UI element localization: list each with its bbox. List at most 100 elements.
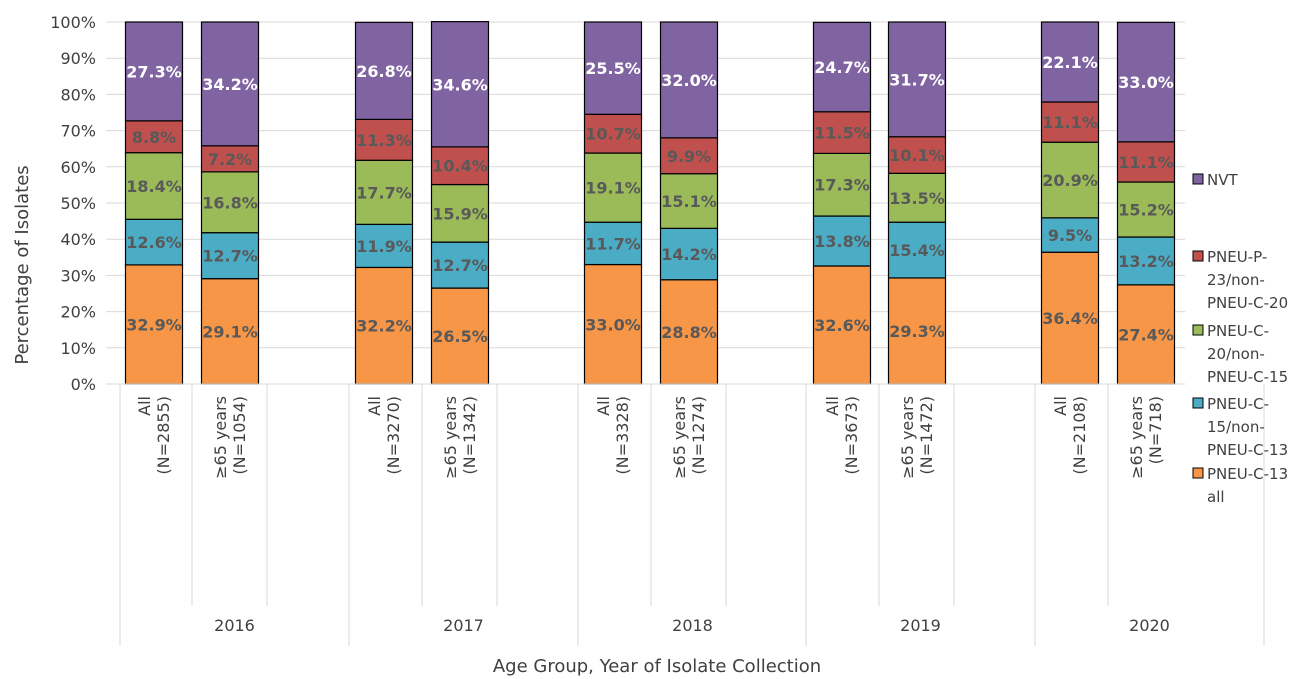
bar-segment: [812, 21, 872, 113]
bar-segment: [659, 279, 719, 385]
bar-segment: [200, 278, 260, 385]
data-label: 29.1%: [202, 322, 258, 341]
bar-segment: [200, 145, 260, 173]
bar-segment: [1116, 284, 1176, 385]
data-label: 32.6%: [814, 316, 870, 335]
y-tick-label: 0%: [71, 375, 96, 394]
data-label: 7.2%: [208, 150, 252, 169]
legend-label: 15/non-: [1207, 418, 1265, 436]
data-label: 17.3%: [814, 176, 870, 195]
bar-segment: [1040, 21, 1100, 103]
data-label: 8.8%: [132, 128, 176, 147]
data-label: 10.7%: [585, 125, 641, 144]
bar-segment: [200, 21, 260, 147]
bar-segment: [1116, 181, 1176, 238]
category-label-line: All: [823, 396, 842, 416]
bar-segment: [200, 232, 260, 280]
bar-segment: [430, 21, 490, 148]
year-label: 2020: [1129, 616, 1170, 635]
legend-label: all: [1207, 488, 1225, 506]
category-label-line: (N=2855): [154, 396, 173, 475]
bar-segment: [200, 171, 260, 234]
bar-segment: [1040, 101, 1100, 143]
legend-item: PNEU-C- 15/non- PNEU-C-13: [1192, 395, 1288, 459]
data-label: 24.7%: [814, 58, 870, 77]
bar-segment: [124, 21, 184, 122]
y-tick-label: 50%: [60, 194, 96, 213]
bars: 32.9% 12.6% 18.4% 8.8% 27.3% 29.1% 12.7% 16.8% 7…: [124, 21, 1176, 385]
category-label-line: ≥65 years: [441, 396, 460, 479]
category-label: ≥65 years (N=1472): [898, 396, 936, 479]
legend-item: NVT: [1192, 171, 1238, 189]
y-tick-label: 70%: [60, 122, 96, 141]
data-label: 12.7%: [202, 247, 258, 266]
category-label-line: ≥65 years: [898, 396, 917, 479]
y-tick-label: 100%: [50, 13, 96, 32]
data-label: 15.4%: [889, 241, 945, 260]
y-tick-label: 20%: [60, 303, 96, 322]
data-label: 27.4%: [1118, 325, 1174, 344]
y-axis-title: Percentage of Isolates: [12, 165, 33, 364]
bar-segment: [354, 223, 414, 269]
bar-segment: [812, 152, 872, 217]
category-label: All (N=3328): [594, 396, 632, 475]
legend-item: PNEU-P- 23/non- PNEU-C-20: [1192, 248, 1288, 312]
x-axis-title: Age Group, Year of Isolate Collection: [493, 656, 821, 677]
bar-segment: [659, 227, 719, 281]
category-label-line: (N=1472): [917, 396, 936, 475]
legend-item: PNEU-C- 20/non- PNEU-C-15: [1192, 322, 1288, 386]
data-label: 15.1%: [661, 192, 717, 211]
bar-segment: [124, 120, 184, 154]
category-label-line: (N=1342): [460, 396, 479, 475]
legend-swatch: [1192, 397, 1204, 409]
data-label: 19.1%: [585, 179, 641, 198]
data-label: 13.2%: [1118, 252, 1174, 271]
data-label: 34.2%: [202, 75, 258, 94]
category-label-line: All: [135, 396, 154, 416]
bar-segment: [354, 159, 414, 225]
year-label: 2017: [443, 616, 484, 635]
data-label: 11.3%: [356, 131, 412, 150]
legend-label: PNEU-C-: [1207, 322, 1269, 340]
data-label: 13.8%: [814, 232, 870, 251]
bar-segment: [430, 146, 490, 186]
bar-segment: [887, 172, 947, 223]
bar-segment: [659, 137, 719, 175]
year-label: 2019: [900, 616, 941, 635]
data-label: 22.1%: [1042, 53, 1098, 72]
legend-item: PNEU-C-13 all: [1192, 465, 1288, 506]
category-label-line: (N=3673): [842, 396, 861, 475]
x-axis: All (N=2855) ≥65 years (N=1054) All (N=3270) ≥…: [106, 383, 1265, 646]
bar-segment: [659, 21, 719, 139]
data-label: 9.5%: [1048, 226, 1092, 245]
data-label: 11.9%: [356, 237, 412, 256]
y-axis-ticks: 0% 10% 20% 30% 40% 50% 60% 70% 80% 90% 100%: [50, 13, 96, 394]
data-label: 9.9%: [667, 147, 711, 166]
category-label: All (N=2855): [135, 396, 173, 475]
legend-label: PNEU-P-: [1207, 248, 1267, 266]
bar-segment: [812, 111, 872, 155]
category-label-line: (N=1054): [230, 396, 249, 475]
category-label: ≥65 years (N=1342): [441, 396, 479, 479]
category-label: ≥65 years (N=718): [1127, 396, 1165, 479]
legend-label: PNEU-C-: [1207, 395, 1269, 413]
data-label: 13.5%: [889, 189, 945, 208]
bar-segment: [354, 21, 414, 120]
legend-swatch: [1192, 324, 1204, 336]
data-label: 27.3%: [126, 62, 182, 81]
data-label: 14.2%: [661, 245, 717, 264]
data-label: 28.8%: [661, 323, 717, 342]
bar-segment: [887, 136, 947, 174]
data-label: 20.9%: [1042, 171, 1098, 190]
data-label: 15.9%: [432, 204, 488, 223]
data-label: 11.1%: [1042, 113, 1098, 132]
data-label: 11.7%: [585, 234, 641, 253]
legend-swatch: [1192, 467, 1204, 479]
category-label-line: All: [1051, 396, 1070, 416]
category-label-line: (N=2108): [1070, 396, 1089, 475]
bar-segment: [1116, 21, 1176, 143]
bar-segment: [124, 218, 184, 266]
legend-swatch: [1192, 250, 1204, 262]
data-label: 12.7%: [432, 256, 488, 275]
